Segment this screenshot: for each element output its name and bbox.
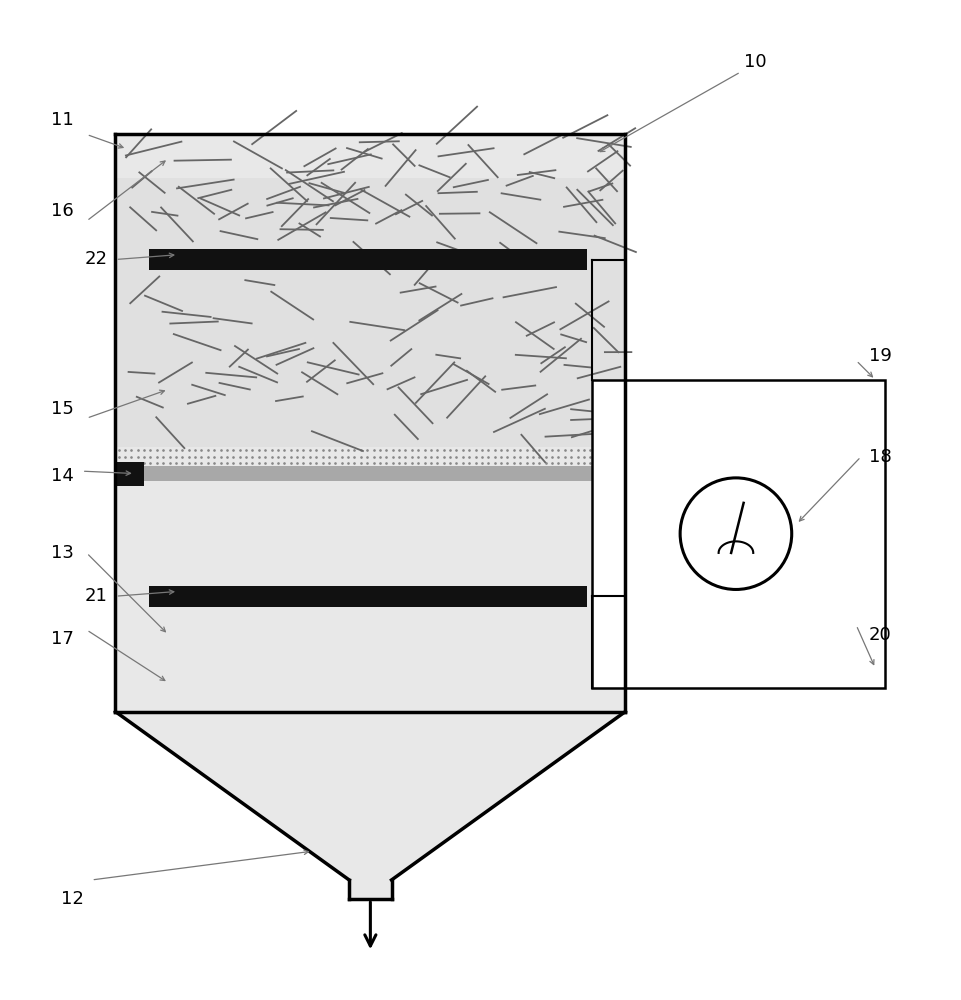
Bar: [115, 481, 625, 712]
Polygon shape: [115, 712, 625, 899]
Text: 12: 12: [61, 890, 84, 908]
Bar: [115, 447, 625, 466]
Text: 20: 20: [868, 626, 891, 644]
Text: 10: 10: [743, 53, 766, 71]
Text: 17: 17: [51, 630, 74, 648]
Text: 15: 15: [51, 400, 74, 418]
Text: 21: 21: [85, 587, 108, 605]
Text: 13: 13: [51, 544, 74, 562]
Bar: [115, 462, 144, 486]
Bar: [115, 466, 625, 481]
Text: 19: 19: [868, 347, 891, 365]
Bar: [115, 178, 625, 447]
Bar: [596, 462, 625, 486]
Text: 18: 18: [868, 448, 891, 466]
Text: 14: 14: [51, 467, 74, 485]
Text: 22: 22: [85, 250, 108, 268]
Bar: [591, 380, 884, 688]
Text: 16: 16: [51, 202, 74, 220]
Bar: [115, 134, 625, 178]
Text: 11: 11: [51, 111, 74, 129]
Bar: [149, 249, 586, 270]
Bar: [149, 586, 586, 607]
